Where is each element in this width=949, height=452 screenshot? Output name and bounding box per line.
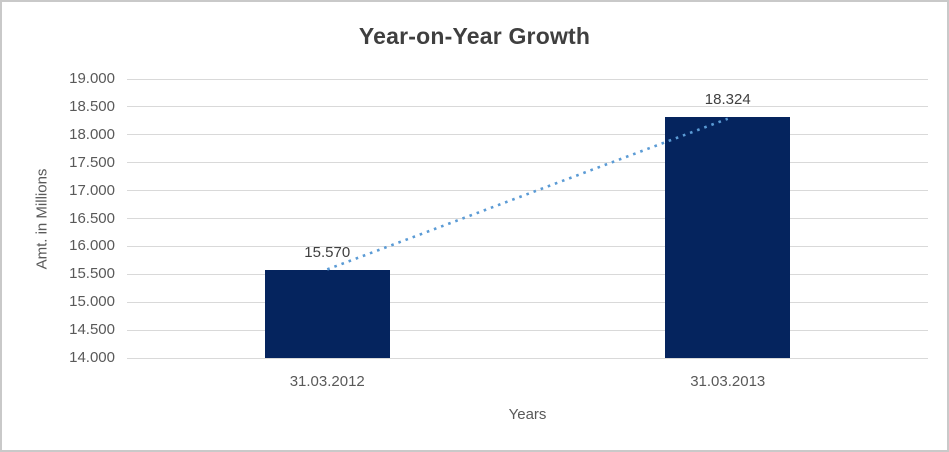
gridline — [127, 78, 928, 80]
data-label: 18.324 — [704, 90, 751, 108]
y-tick-label: 15.000 — [69, 293, 115, 311]
y-tick-label: 18.000 — [69, 125, 115, 143]
gridline — [127, 301, 928, 303]
y-tick-label: 17.000 — [69, 181, 115, 199]
gridline — [127, 245, 928, 247]
y-tick-label: 14.500 — [69, 321, 115, 339]
y-tick-label: 17.500 — [69, 153, 115, 171]
x-axis-line — [127, 357, 928, 359]
gridline — [127, 162, 928, 164]
gridline — [127, 273, 928, 275]
y-tick-label: 16.000 — [69, 237, 115, 255]
y-tick-label: 15.500 — [69, 265, 115, 283]
bar — [264, 270, 390, 358]
y-tick-label: 14.000 — [69, 349, 115, 366]
gridline — [127, 106, 928, 108]
chart-title: Year-on-Year Growth — [358, 23, 591, 49]
x-axis-title: Years — [508, 406, 547, 423]
data-label: 15.570 — [304, 244, 351, 262]
gridline — [127, 218, 928, 219]
y-tick-label: 16.500 — [69, 209, 115, 227]
gridline — [127, 134, 928, 136]
bar — [665, 116, 791, 358]
category-label: 31.03.2012 — [289, 373, 365, 390]
y-tick-label: 18.500 — [69, 97, 115, 115]
gridline — [127, 190, 928, 192]
gridline — [127, 329, 928, 331]
y-tick-label: 19.000 — [69, 70, 115, 87]
category-label: 31.03.2013 — [690, 373, 766, 390]
